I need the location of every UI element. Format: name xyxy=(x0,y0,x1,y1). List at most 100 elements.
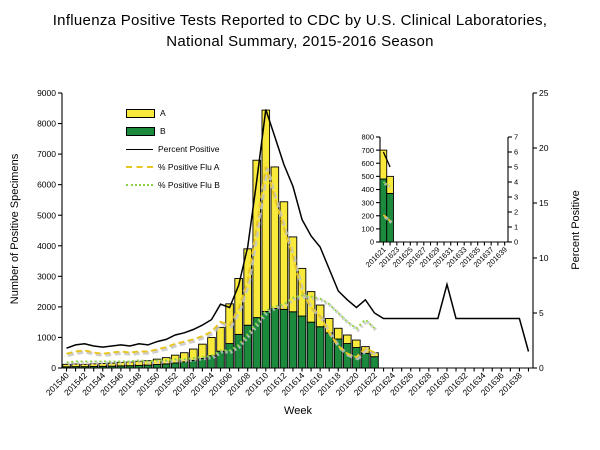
line-percent-positive xyxy=(382,151,391,168)
line-percent-positive xyxy=(66,109,530,352)
y-tick-label: 9000 xyxy=(37,88,56,98)
bar-flu-a-segment xyxy=(334,327,343,340)
bar-flu-b-segment xyxy=(370,356,379,369)
bar-flu-a-segment xyxy=(306,291,316,323)
y-tick-label: 700 xyxy=(361,146,374,155)
bar-flu-b-segment xyxy=(234,333,243,369)
line--positive-flu-b xyxy=(66,294,376,364)
y-tick-label: 300 xyxy=(361,198,374,207)
y2-tick-label: 0 xyxy=(539,363,544,373)
y-tick-label: 4000 xyxy=(37,241,56,251)
bar-flu-a-segment xyxy=(279,201,289,310)
legend-label: % Positive Flu A xyxy=(158,162,220,172)
legend-label: B xyxy=(160,126,166,136)
bar-flu-a-segment xyxy=(252,159,261,319)
y2-tick-label: 1 xyxy=(514,223,518,232)
y-tick-label: 6000 xyxy=(37,180,56,190)
y-tick-label: 800 xyxy=(361,133,374,142)
bar-flu-b-segment xyxy=(306,321,316,369)
bar-flu-b-segment xyxy=(225,343,234,369)
line-shadow xyxy=(67,167,377,361)
bar-flu-b-segment xyxy=(270,307,280,369)
y2-tick-label: 20 xyxy=(539,143,549,153)
bar-flu-a-segment xyxy=(207,336,216,357)
y-tick-label: 5000 xyxy=(37,210,56,220)
legend-item-flu-a: A xyxy=(126,104,220,122)
chart-title-line1: Influenza Positive Tests Reported to CDC… xyxy=(52,12,548,29)
y2-tick-label: 10 xyxy=(539,253,549,263)
legend-item-pct-flu-b: % Positive Flu B xyxy=(126,176,220,194)
bar-flu-b-segment xyxy=(379,178,388,243)
bar-flu-b-segment xyxy=(161,363,171,369)
line--positive-flu-b xyxy=(382,181,391,188)
line--positive-flu-a xyxy=(382,214,391,222)
bar-flu-b-segment xyxy=(361,352,370,369)
bar-flu-b-segment xyxy=(324,332,334,369)
bar-flu-a-segment xyxy=(352,339,361,348)
y2-tick-label: 3 xyxy=(514,193,518,202)
legend-item-flu-b: B xyxy=(126,122,220,140)
bar-flu-b-segment xyxy=(288,311,298,369)
chart-legend: A B Percent Positive % Positive Flu A % … xyxy=(126,104,220,194)
y-axis-title-right: Percent Positive xyxy=(570,190,582,270)
bar-flu-a-segment xyxy=(216,326,225,352)
bar-flu-b-segment xyxy=(170,362,180,369)
bar-flu-a-segment xyxy=(343,334,352,345)
y-tick-label: 0 xyxy=(51,363,56,373)
bar-flu-a-segment xyxy=(62,363,71,368)
y2-tick-label: 4 xyxy=(514,178,518,187)
chart-title-line2: National Summary, 2015-2016 Season xyxy=(166,33,434,50)
x-axis-title: Week xyxy=(284,405,312,417)
legend-label: A xyxy=(160,108,166,118)
y2-tick-label: 6 xyxy=(514,148,518,157)
y2-tick-label: 25 xyxy=(539,88,549,98)
line-shadow xyxy=(67,295,378,366)
bar-flu-a-segment xyxy=(270,166,280,309)
bar-flu-b-segment xyxy=(152,364,162,369)
legend-item-pct-flu-a: % Positive Flu A xyxy=(126,158,220,176)
y-tick-label: 500 xyxy=(361,172,374,181)
y-tick-label: 1000 xyxy=(37,333,56,343)
y-tick-label: 8000 xyxy=(37,119,56,129)
y-tick-label: 7000 xyxy=(37,149,56,159)
bar-flu-b-segment xyxy=(279,308,289,369)
bar-flu-a-segment xyxy=(180,352,189,363)
bar-flu-b-segment xyxy=(180,361,189,369)
chart-title: Influenza Positive Tests Reported to CDC… xyxy=(0,10,600,52)
bar-flu-a-segment xyxy=(198,343,207,359)
legend-item-percent-positive: Percent Positive xyxy=(126,140,220,158)
bar-flu-b-segment xyxy=(261,311,271,369)
y-tick-label: 400 xyxy=(361,185,374,194)
pct-flu-a-line-icon xyxy=(126,166,153,168)
y-axis-title-left: Number of Positive Specimens xyxy=(9,153,21,305)
bar-flu-a-segment xyxy=(261,109,271,312)
flu-a-swatch-icon xyxy=(126,108,155,118)
y-tick-label: 600 xyxy=(361,159,374,168)
legend-label: % Positive Flu B xyxy=(158,180,220,190)
y2-tick-label: 15 xyxy=(539,198,549,208)
bar-flu-a-segment xyxy=(89,363,98,367)
y-tick-label: 0 xyxy=(370,238,374,247)
y2-tick-label: 7 xyxy=(514,133,518,142)
inset-chart: 0100200300400500600700800012345672016212… xyxy=(352,129,528,274)
bar-flu-a-segment xyxy=(379,149,388,180)
bar-flu-a-segment xyxy=(80,363,89,368)
bar-flu-a-segment xyxy=(71,363,80,368)
y2-tick-label: 5 xyxy=(539,308,544,318)
bar-flu-b-segment xyxy=(315,326,325,369)
main-bars xyxy=(62,109,379,369)
percent-positive-line-icon xyxy=(126,148,153,150)
y-tick-label: 100 xyxy=(361,225,374,234)
pct-flu-b-line-icon xyxy=(126,184,153,186)
bar-flu-a-segment xyxy=(189,348,198,361)
y-tick-label: 200 xyxy=(361,211,374,220)
flu-b-swatch-icon xyxy=(126,126,155,136)
y2-tick-label: 2 xyxy=(514,208,518,217)
line-shadow xyxy=(383,182,393,190)
y2-tick-label: 5 xyxy=(514,163,518,172)
legend-label: Percent Positive xyxy=(158,144,220,154)
y2-tick-label: 0 xyxy=(514,238,518,247)
bar-flu-b-segment xyxy=(297,315,307,369)
